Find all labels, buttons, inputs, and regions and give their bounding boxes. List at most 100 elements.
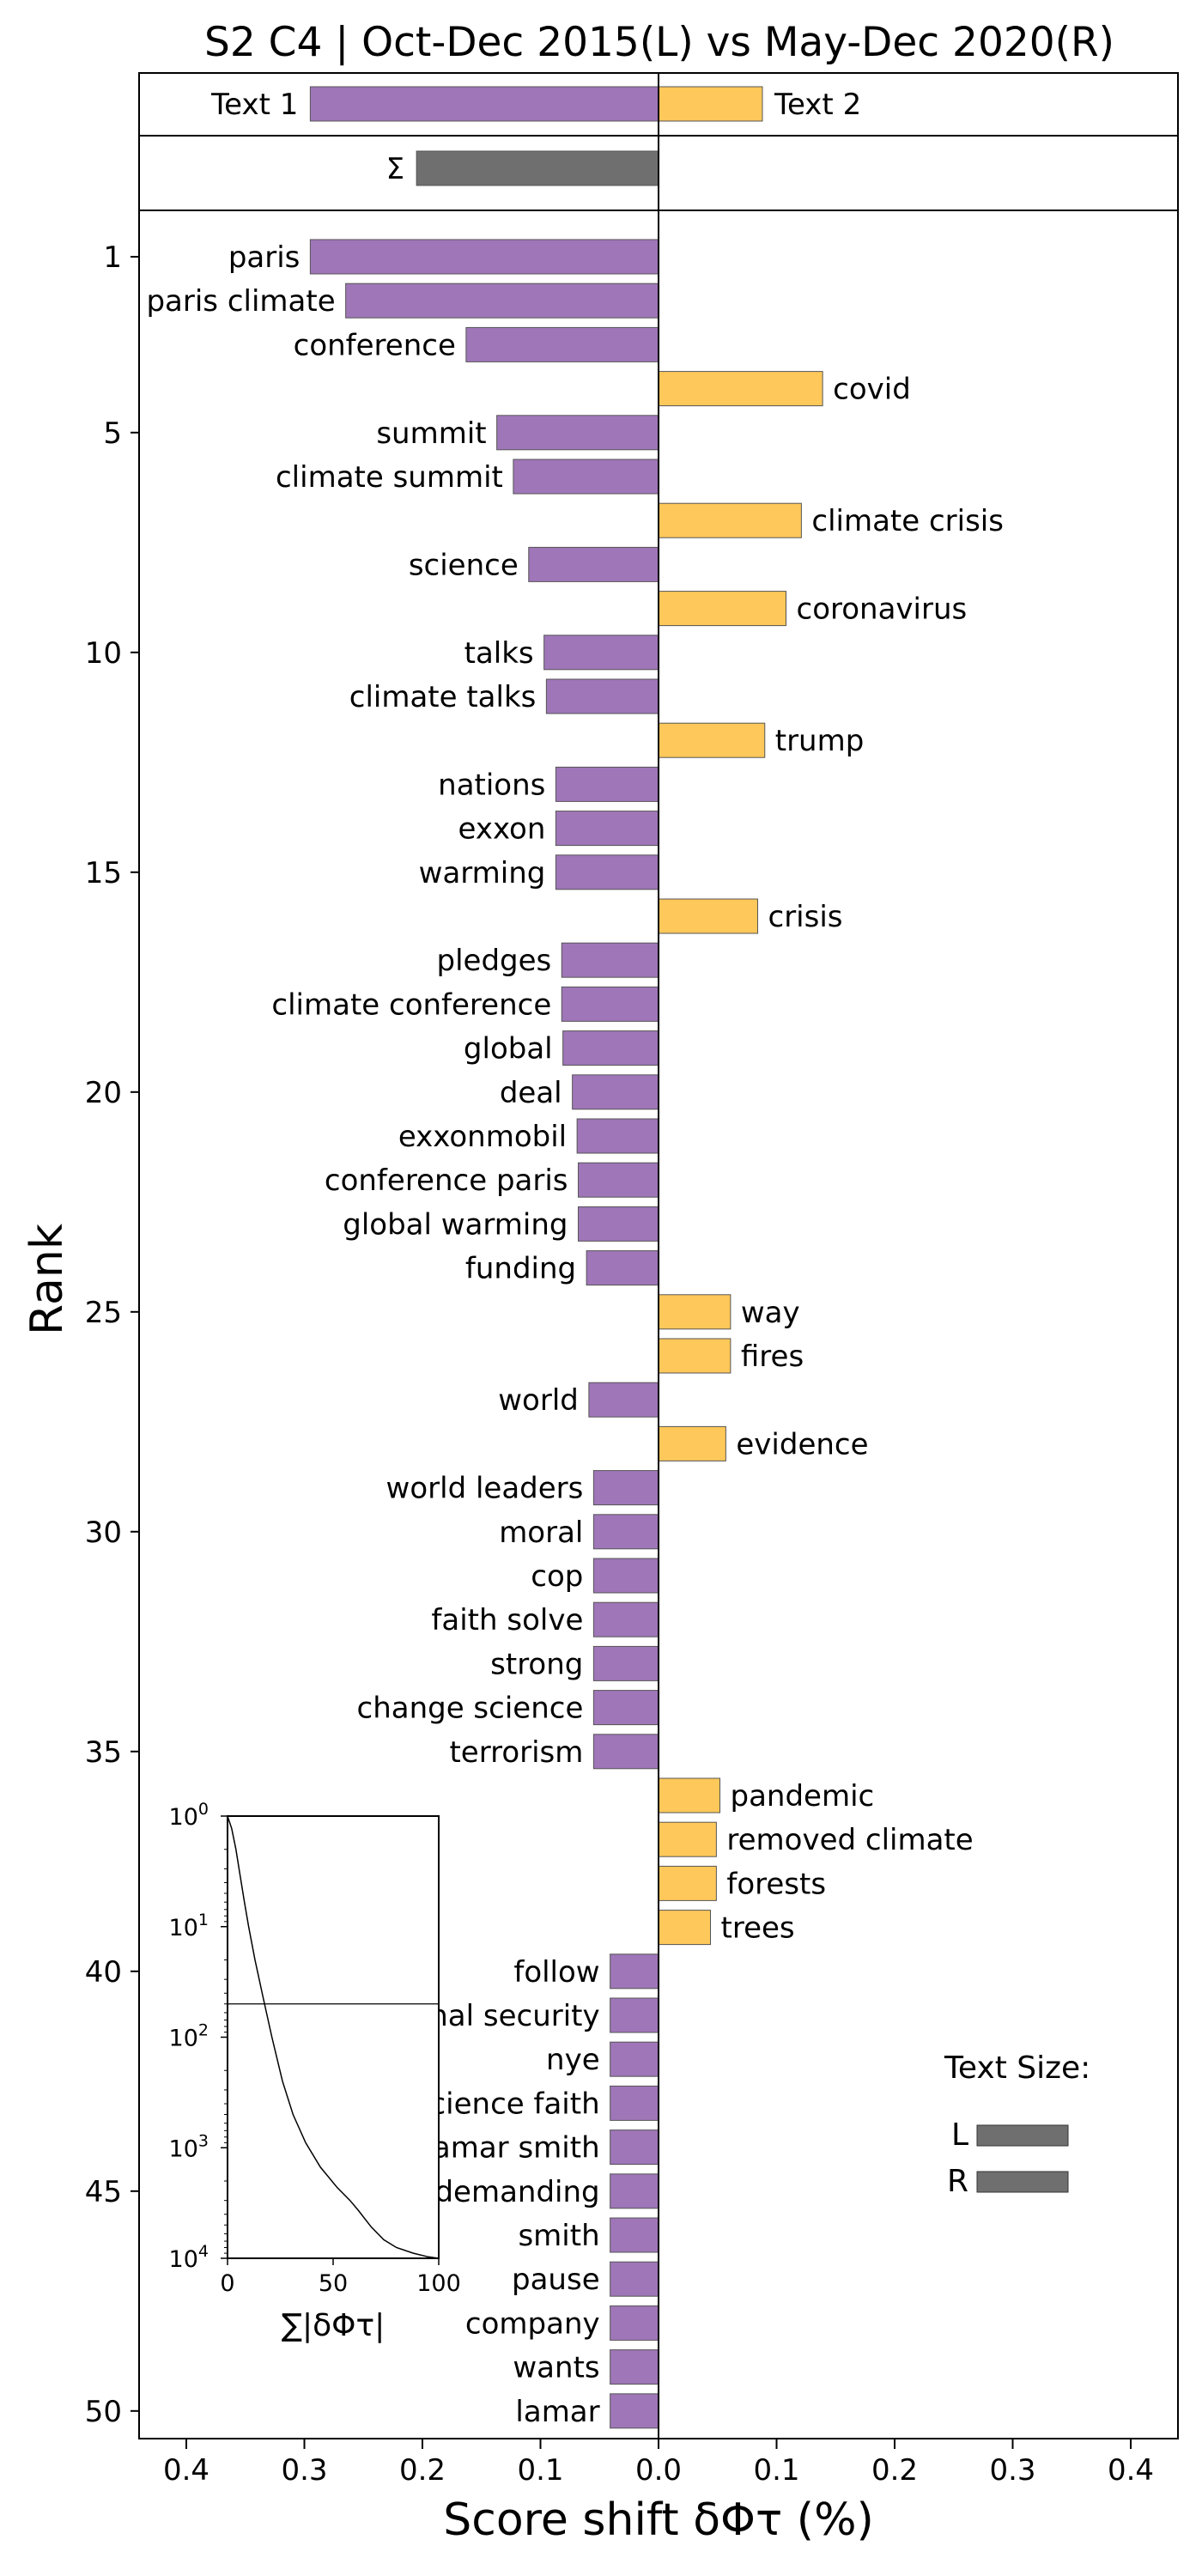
word-label-2: paris climate (146, 284, 335, 319)
inset-y-tick-label: 104 (169, 2242, 209, 2273)
x-tick-label: 0.0 (635, 2453, 682, 2488)
inset-cumulative-curve (227, 1815, 440, 2259)
word-label-45: demanding (434, 2175, 599, 2209)
word-label-18: climate conference (271, 987, 551, 1022)
legend-size-bar-R (976, 2171, 1069, 2193)
word-label-40: follow (513, 1955, 599, 1990)
word-bar-33 (592, 1645, 659, 1681)
inset-y-tick-label: 103 (169, 2131, 209, 2162)
chart-title: S2 C4 | Oct-Dec 2015(L) vs May-Dec 2020(… (204, 19, 1114, 66)
text1-summary-bar (309, 86, 659, 122)
text-size-legend: Text Size: LR (944, 2050, 1090, 2199)
word-label-23: global warming (343, 1207, 568, 1242)
inset-x-tick-label: 0 (220, 2270, 234, 2297)
x-tick-label: 0.1 (753, 2453, 799, 2488)
word-bar-1 (309, 239, 659, 275)
y-tick-label: 15 (85, 856, 122, 890)
word-label-6: climate summit (276, 460, 503, 495)
y-tick-label: 30 (85, 1516, 122, 1550)
word-label-3: conference (294, 328, 456, 362)
inset-x-tick-label: 100 (416, 2270, 461, 2297)
y-tick-label: 5 (103, 416, 122, 451)
sigma-bar (416, 150, 659, 186)
sigma-label: Σ (386, 152, 404, 186)
word-bar-15 (555, 854, 659, 890)
word-bar-19 (562, 1030, 659, 1066)
word-bar-11 (545, 678, 659, 714)
legend-label-R: R (947, 2164, 968, 2199)
word-label-34: change science (357, 1692, 584, 1726)
word-label-13: nations (438, 768, 545, 802)
word-label-36: pandemic (731, 1779, 875, 1814)
word-label-49: wants (513, 2351, 599, 2385)
word-bar-42 (610, 2041, 659, 2077)
word-bar-21 (576, 1118, 659, 1154)
word-bar-49 (610, 2349, 659, 2385)
word-label-28: evidence (736, 1427, 868, 1461)
word-label-15: warming (419, 856, 546, 890)
word-label-46: smith (518, 2219, 599, 2253)
y-tick-label: 25 (85, 1296, 122, 1330)
word-label-22: conference paris (325, 1163, 568, 1198)
word-label-39: trees (721, 1911, 795, 1946)
word-label-50: lamar (515, 2395, 599, 2429)
text2-summary-bar (658, 86, 763, 122)
word-bar-44 (610, 2129, 659, 2166)
word-bar-32 (592, 1601, 659, 1637)
word-label-33: strong (490, 1647, 583, 1681)
word-label-35: terrorism (449, 1735, 583, 1770)
word-label-4: covid (833, 373, 911, 407)
x-axis-ticks: 0.4 0.3 0.2 0.1 0.0 0.1 0.2 0.3 0.4 (163, 2439, 1154, 2488)
word-label-26: fires (741, 1340, 804, 1374)
y-tick-label: 20 (85, 1076, 122, 1110)
word-bar-36 (658, 1777, 720, 1814)
legend-label-L: L (951, 2117, 968, 2153)
word-label-42: nye (546, 2043, 600, 2077)
y-tick-label: 45 (85, 2175, 122, 2209)
word-bar-5 (496, 415, 659, 451)
word-label-27: world (498, 1383, 579, 1418)
inset-cumulative-plot: 100 101 102 103 104 0 50 100 ∑|δΦτ| (169, 1800, 461, 2343)
word-label-32: faith solve (431, 1603, 583, 1637)
word-bar-24 (586, 1250, 659, 1286)
y-tick-label: 50 (85, 2395, 122, 2429)
word-bar-35 (592, 1734, 659, 1770)
word-label-5: summit (376, 416, 486, 451)
word-label-17: pledges (437, 944, 552, 978)
summary-panel: Text 1 Text 2 Σ (210, 86, 861, 186)
word-bar-2 (345, 283, 659, 319)
inset-y-tick-label: 102 (169, 2021, 209, 2052)
legend-title: Text Size: (944, 2050, 1090, 2086)
word-bar-14 (555, 811, 659, 847)
x-tick-label: 0.2 (399, 2453, 446, 2488)
word-bar-43 (610, 2085, 659, 2121)
word-label-31: cop (531, 1559, 583, 1594)
word-bar-30 (592, 1514, 659, 1550)
word-bar-20 (572, 1074, 659, 1110)
word-bar-17 (561, 942, 659, 978)
word-bar-50 (610, 2393, 659, 2429)
word-bar-29 (592, 1470, 659, 1506)
y-tick-label: 35 (85, 1735, 122, 1770)
word-bar-38 (658, 1865, 717, 1901)
word-bar-8 (528, 546, 659, 582)
word-label-38: forests (726, 1867, 826, 1901)
word-bar-31 (592, 1558, 659, 1594)
text1-label: Text 1 (210, 88, 298, 122)
word-label-29: world leaders (386, 1472, 584, 1506)
inset-frame (227, 1815, 440, 2259)
word-bar-13 (555, 766, 659, 802)
word-label-1: paris (228, 240, 300, 275)
word-bar-34 (592, 1690, 659, 1726)
word-label-7: climate crisis (811, 504, 1004, 538)
word-label-48: company (465, 2306, 600, 2341)
word-bar-16 (658, 898, 758, 934)
word-bar-7 (658, 502, 802, 538)
word-label-19: global (464, 1032, 553, 1066)
word-bar-9 (658, 591, 786, 627)
x-tick-label: 0.4 (163, 2453, 209, 2488)
word-label-8: science (409, 548, 519, 582)
word-bar-4 (658, 371, 823, 407)
word-label-16: crisis (768, 900, 843, 934)
